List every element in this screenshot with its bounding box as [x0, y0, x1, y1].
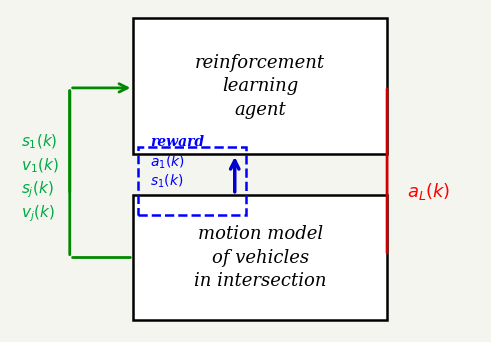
FancyBboxPatch shape: [133, 195, 387, 320]
Text: $a_1(k)$: $a_1(k)$: [150, 154, 185, 171]
Text: $s_1(k)$: $s_1(k)$: [150, 172, 184, 190]
Text: motion model
of vehicles
in intersection: motion model of vehicles in intersection: [194, 225, 327, 290]
FancyBboxPatch shape: [133, 18, 387, 154]
Text: $v_j(k)$: $v_j(k)$: [21, 203, 55, 224]
Text: $a_L(k)$: $a_L(k)$: [407, 181, 450, 202]
Text: reward: reward: [150, 135, 204, 149]
Text: reinforcement
learning
agent: reinforcement learning agent: [195, 54, 325, 119]
Text: $s_1(k)$: $s_1(k)$: [21, 133, 57, 152]
Text: $v_1(k)$: $v_1(k)$: [21, 157, 58, 175]
Text: $s_j(k)$: $s_j(k)$: [21, 179, 54, 200]
